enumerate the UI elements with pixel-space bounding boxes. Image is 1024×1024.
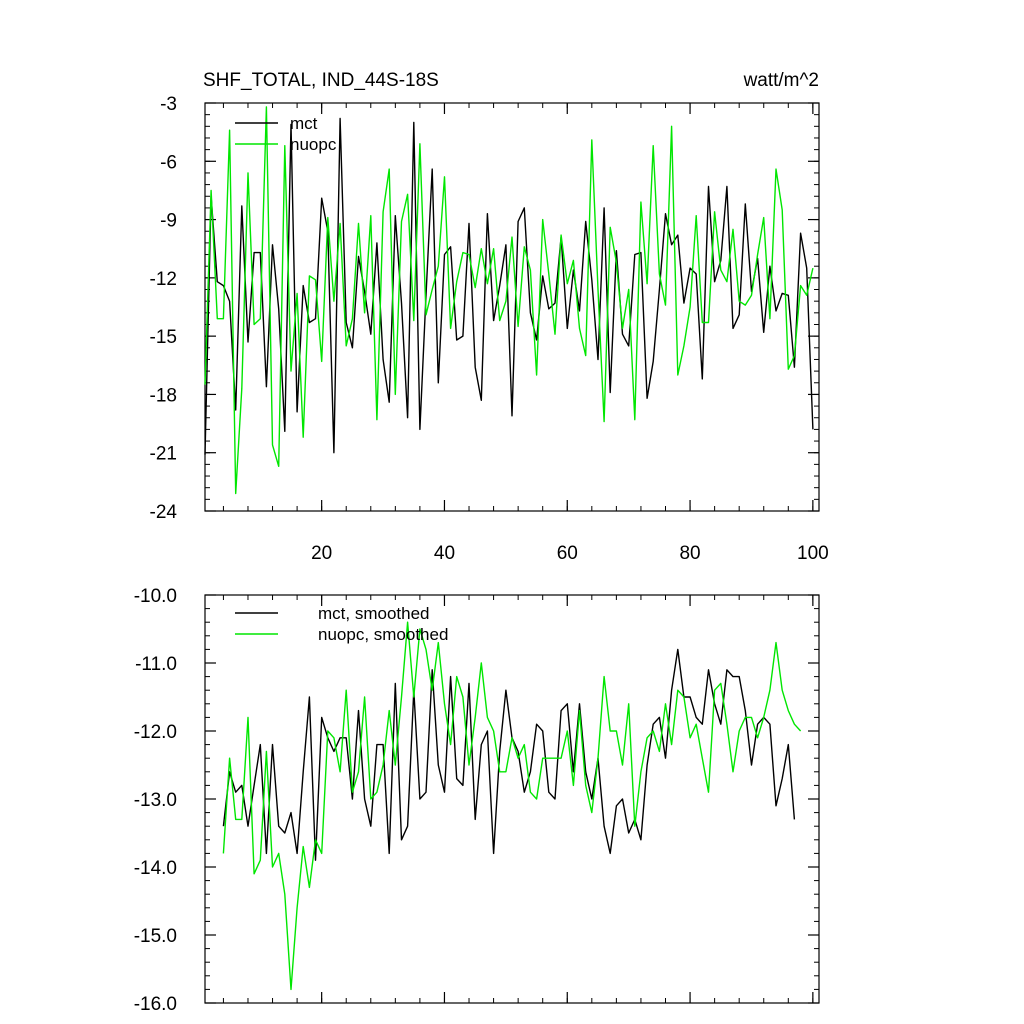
bottom-y-tick-label: -14.0 <box>134 858 177 879</box>
bottom-series-line-0 <box>222 648 796 861</box>
bottom-y-tick-label: -11.0 <box>135 654 177 675</box>
bottom-y-tick-label: -13.0 <box>134 790 177 811</box>
bottom-plot-frame <box>204 594 820 1004</box>
bottom-legend-label-0: mct, smoothed <box>318 604 430 623</box>
top-legend-label-0: mct <box>290 114 318 133</box>
top-y-tick-label: -12 <box>150 269 177 290</box>
chart-title: SHF_TOTAL, IND_44S-18S <box>203 70 439 91</box>
bottom-legend-label-1: nuopc, smoothed <box>318 625 448 644</box>
top-x-tick-label: 60 <box>557 543 578 564</box>
top-x-tick-label: 40 <box>434 543 455 564</box>
top-x-tick-label: 20 <box>311 543 332 564</box>
top-series-line-0 <box>204 117 814 455</box>
chart-units: watt/m^2 <box>743 70 819 91</box>
top-x-tick-label: 100 <box>797 543 829 564</box>
top-y-tick-label: -21 <box>150 444 177 465</box>
chart-panel-top: -24 -21 -18 -15 -12 -9 -6 -3 20 40 60 80 100 mct nuopc <box>150 94 829 564</box>
top-legend-label-1: nuopc <box>290 135 337 154</box>
top-y-tick-label: -15 <box>150 327 177 348</box>
bottom-series-line-1 <box>222 621 802 991</box>
bottom-y-tick-label: -15.0 <box>134 926 177 947</box>
top-y-tick-label: -18 <box>150 385 177 406</box>
top-y-tick-label: -24 <box>150 502 178 523</box>
bottom-y-tick-label: -10.0 <box>134 586 177 607</box>
top-y-tick-label: -6 <box>160 152 177 173</box>
top-y-tick-label: -3 <box>160 94 177 115</box>
bottom-y-tick-label: -12.0 <box>134 722 177 743</box>
top-x-tick-label: 80 <box>679 543 700 564</box>
bottom-y-tick-label: -16.0 <box>134 994 177 1015</box>
top-plot-frame <box>204 102 820 512</box>
top-y-tick-label: -9 <box>160 211 177 232</box>
chart-panel-bottom: -16.0 -15.0 -14.0 -13.0 -12.0 -11.0 -10.0 mct, … <box>134 586 820 1015</box>
top-series-line-1 <box>204 106 814 495</box>
